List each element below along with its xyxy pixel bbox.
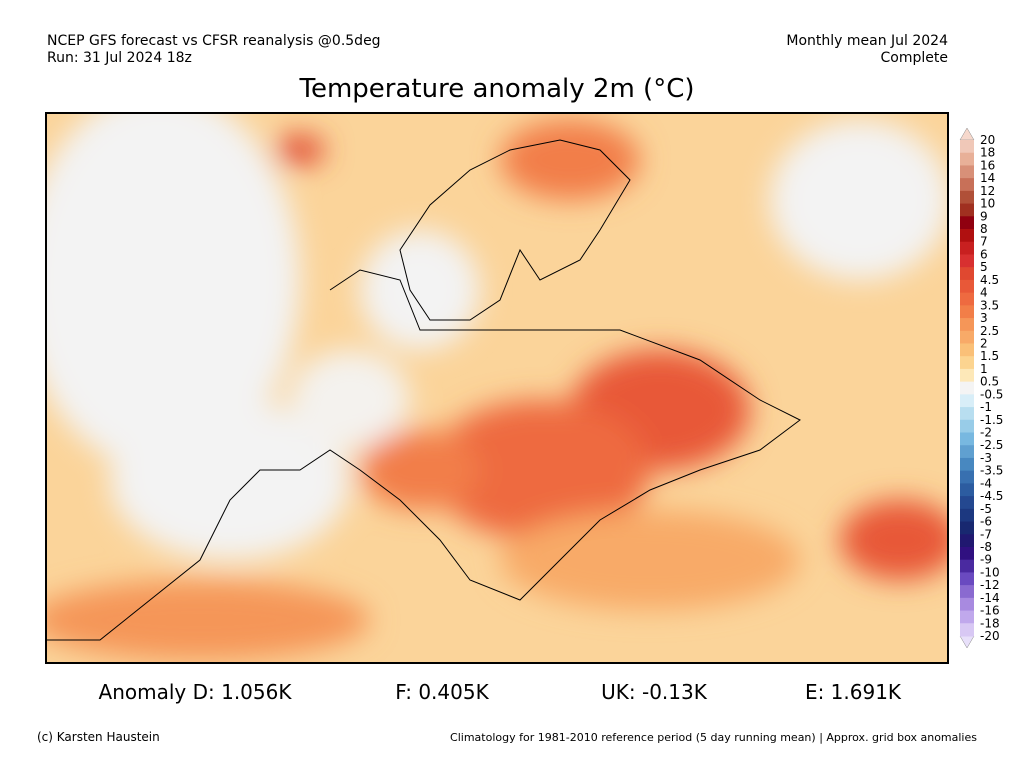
colorbar-label: -9 [980,553,992,567]
colorbar-swatch [960,203,974,217]
stat: Anomaly D: 1.056K [99,680,293,704]
colorbar-label: 1.5 [980,349,999,363]
colorbar-label: 10 [980,197,995,211]
colorbar-label: -8 [980,540,992,554]
map [46,113,948,663]
map-frame [45,112,949,664]
colorbar-swatch [960,241,974,255]
colorbar-label: -2.5 [980,438,1003,452]
colorbar-swatch [960,483,974,497]
colorbar-swatch [960,585,974,599]
colorbar: 201816141210987654.543.532.521.510.5-0.5… [959,127,1003,649]
colorbar-label: 7 [980,235,988,249]
footer: Climatology for 1981-2010 reference peri… [450,731,977,744]
colorbar-swatch [960,229,974,243]
colorbar-label: -4.5 [980,489,1003,503]
colorbar-swatch [960,356,974,370]
colorbar-swatch [960,330,974,344]
colorbar-swatch [960,165,974,179]
colorbar-label: -2 [980,426,992,440]
colorbar-swatch [960,394,974,408]
colorbar-label: -16 [980,604,1000,618]
colorbar-label: 9 [980,209,988,223]
stat: UK: -0.13K [601,680,708,704]
colorbar-swatch [960,140,974,154]
colorbar-swatch [960,292,974,306]
colorbar-label: 1 [980,362,988,376]
colorbar-label: -3 [980,451,992,465]
colorbar-label: 4.5 [980,273,999,287]
colorbar-label: -4 [980,476,992,490]
header-line: Complete [881,50,948,66]
colorbar-label: -18 [980,616,1000,630]
colorbar-swatch [960,470,974,484]
colorbar-label: -6 [980,515,992,529]
colorbar-label: 12 [980,184,995,198]
colorbar-swatch [960,381,974,395]
colorbar-label: 0.5 [980,375,999,389]
colorbar-swatch [960,254,974,268]
colorbar-label: -10 [980,565,1000,579]
colorbar-label: 5 [980,260,988,274]
colorbar-swatch [960,534,974,548]
colorbar-swatch [960,216,974,230]
colorbar-label: -1.5 [980,413,1003,427]
colorbar-label: 3.5 [980,298,999,312]
colorbar-swatch [960,267,974,281]
colorbar-swatch [960,305,974,319]
colorbar-label: -7 [980,527,992,541]
header-line: Monthly mean Jul 2024 [786,33,948,49]
colorbar-swatch [960,407,974,421]
colorbar-swatch [960,279,974,294]
stat: F: 0.405K [395,680,489,704]
colorbar-label: 4 [980,286,988,300]
colorbar-swatch [960,457,974,472]
colorbar-swatch [960,343,974,357]
colorbar-label: 20 [980,133,995,147]
colorbar-label: 16 [980,158,995,172]
colorbar-swatch [960,610,974,624]
colorbar-swatch [960,572,974,586]
colorbar-swatch [960,178,974,192]
stat: E: 1.691K [805,680,902,704]
footer: (c) Karsten Haustein [37,730,160,744]
colorbar-label: 2.5 [980,324,999,338]
colorbar-swatch [960,623,974,637]
colorbar-label: 3 [980,311,988,325]
colorbar-label: -20 [980,629,1000,643]
header-line: NCEP GFS forecast vs CFSR reanalysis @0.… [47,33,381,49]
colorbar-swatch [960,521,974,535]
colorbar-swatch [960,152,974,166]
colorbar-swatch [960,318,974,332]
colorbar-swatch [960,368,974,383]
colorbar-label: -3.5 [980,464,1003,478]
map-title: Temperature anomaly 2m (°C) [299,74,695,104]
colorbar-label: 14 [980,171,995,185]
colorbar-label: 8 [980,222,988,236]
colorbar-swatch [960,597,974,612]
colorbar-label: -14 [980,591,1000,605]
colorbar-label: -1 [980,400,992,414]
colorbar-label: 18 [980,146,995,160]
colorbar-swatch [960,445,974,459]
colorbar-swatch [960,419,974,434]
colorbar-label: 6 [980,247,988,261]
colorbar-swatch [960,496,974,510]
colorbar-label: 2 [980,336,988,350]
colorbar-swatch [960,546,974,561]
colorbar-swatch [960,190,974,205]
header-line: Run: 31 Jul 2024 18z [47,50,192,66]
colorbar-swatch [960,432,974,446]
colorbar-label: -0.5 [980,387,1003,401]
colorbar-label: -5 [980,502,992,516]
colorbar-label: -12 [980,578,1000,592]
colorbar-swatch [960,508,974,523]
colorbar-swatch [960,559,974,573]
